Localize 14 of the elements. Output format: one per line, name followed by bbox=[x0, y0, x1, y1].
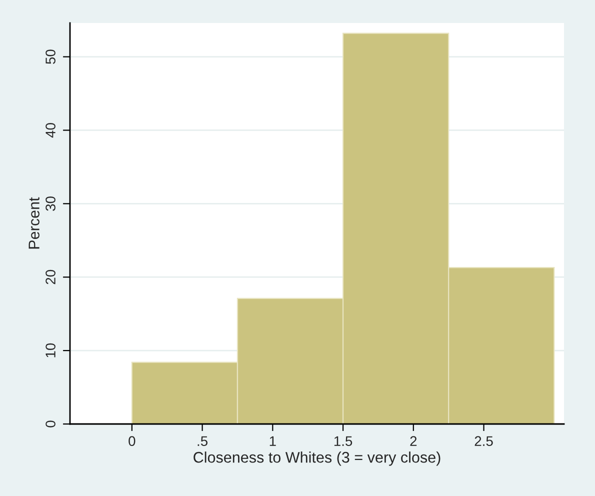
x-axis-title: Closeness to Whites (3 = very close) bbox=[194, 452, 440, 466]
y-axis-title: Percent bbox=[28, 197, 40, 249]
x-tick-label: .5 bbox=[198, 436, 208, 446]
x-tick-label: 1 bbox=[270, 436, 276, 446]
x-tick-label: 2.5 bbox=[474, 436, 493, 446]
y-tick-label: 0 bbox=[46, 420, 56, 428]
y-tick-label: 20 bbox=[46, 270, 56, 284]
y-tick-label: 40 bbox=[46, 123, 56, 138]
y-tick-label: 30 bbox=[46, 196, 56, 211]
y-tick-label: 50 bbox=[46, 50, 56, 64]
x-tick-label: 2 bbox=[410, 436, 417, 446]
x-tick-label: 1.5 bbox=[334, 436, 352, 446]
y-tick-label: 10 bbox=[46, 343, 56, 358]
x-tick-label: 0 bbox=[128, 436, 136, 446]
